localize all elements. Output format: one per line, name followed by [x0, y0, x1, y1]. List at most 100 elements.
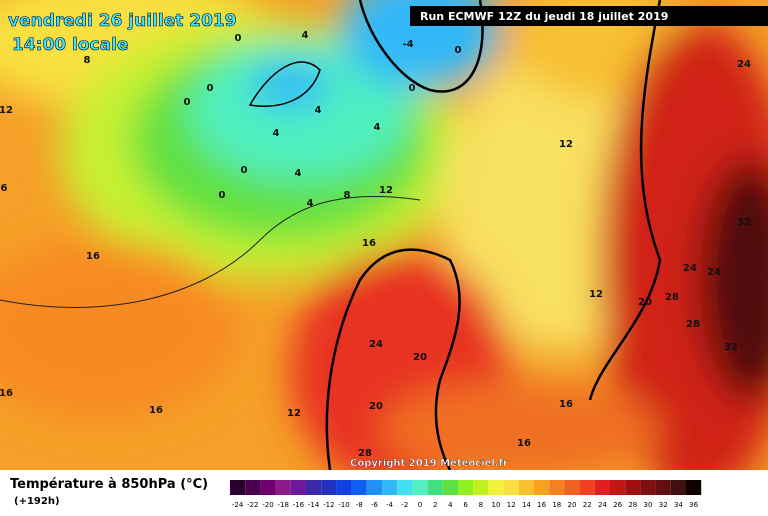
- contour-label: 24: [369, 339, 383, 350]
- colorbar-label: -24: [232, 501, 244, 509]
- colorbar-label: -20: [262, 501, 273, 509]
- contour-label: 0: [235, 33, 242, 44]
- map-time: 14:00 locale: [12, 35, 128, 55]
- colorbar-label: 4: [448, 501, 453, 509]
- legend-title: Température à 850hPa (°C): [10, 477, 208, 492]
- contour-label: 32: [724, 342, 738, 353]
- colorbar-swatch: [594, 480, 610, 495]
- contour-label: 4: [307, 198, 314, 209]
- colorbar-label: 22: [583, 501, 592, 509]
- colorbar-swatch: [397, 480, 413, 495]
- contour-label: 0: [241, 165, 248, 176]
- colorbar-swatch: [610, 480, 626, 495]
- contour-label: 4: [295, 168, 302, 179]
- colorbar-label: -16: [293, 501, 305, 509]
- contour-label: 16: [0, 388, 13, 399]
- colorbar-swatch: [488, 480, 504, 495]
- colorbar-swatch: [458, 480, 474, 495]
- contour-label: 0: [219, 190, 226, 201]
- colorbar-label: -2: [401, 501, 408, 509]
- colorbar-swatch: [412, 480, 428, 495]
- colorbar-swatch: [503, 480, 519, 495]
- colorbar-swatch: [245, 480, 261, 495]
- colorbar-swatch: [306, 480, 322, 495]
- colorbar-label: 14: [522, 501, 531, 509]
- colorbar-label: 0: [418, 501, 422, 509]
- map-title: vendredi 26 juillet 2019: [8, 11, 237, 31]
- colorbar-label: 34: [674, 501, 683, 509]
- contour-label: 0: [184, 97, 191, 108]
- contour-label: 4: [315, 105, 322, 116]
- contour-label: 12: [589, 289, 603, 300]
- colorbar-swatch: [564, 480, 580, 495]
- contour-label: 28: [686, 319, 700, 330]
- contour-label: 12: [287, 408, 301, 419]
- colorbar-swatch: [640, 480, 656, 495]
- colorbar-swatch: [321, 480, 337, 495]
- colorbar-label: -8: [356, 501, 363, 509]
- colorbar-label: 16: [537, 501, 546, 509]
- colorbar-label: 8: [479, 501, 483, 509]
- colorbar-swatch: [549, 480, 565, 495]
- copyright: Copyright 2019 Meteociel.fr: [350, 458, 508, 469]
- colorbar-swatch: [336, 480, 352, 495]
- contour-label: 32: [737, 217, 751, 228]
- colorbar-label: 26: [613, 501, 622, 509]
- contour-label: 4: [273, 128, 280, 139]
- colorbar-label: -4: [386, 501, 394, 509]
- contour-label: 24: [683, 263, 697, 274]
- colorbar-swatch: [655, 480, 671, 495]
- contour-label: 28: [665, 292, 679, 303]
- colorbar-label: 20: [568, 501, 577, 509]
- colorbar-swatch: [473, 480, 489, 495]
- contour-label: 28: [358, 448, 372, 459]
- colorbar-label: 28: [628, 501, 637, 509]
- contour-label: 12: [379, 185, 393, 196]
- contour-label: 16: [362, 238, 376, 249]
- contour-label: 0: [409, 83, 416, 94]
- run-info: Run ECMWF 12Z du jeudi 18 juillet 2019: [420, 10, 668, 23]
- contour-label: 4: [302, 30, 309, 41]
- colorbar-label: 10: [492, 501, 501, 509]
- colorbar-label: 6: [463, 501, 468, 509]
- contour-label: 0: [207, 83, 214, 94]
- legend-lead: (+192h): [14, 496, 60, 507]
- contour-label: 16: [86, 251, 100, 262]
- contour-label: 16: [559, 399, 573, 410]
- colorbar: -24 -22 -20 -18 -16 -14 -12 -10 -8 -6 -4 -2 0 2 4 6 8 10 1…: [230, 480, 702, 509]
- colorbar-label: -22: [247, 501, 258, 509]
- colorbar-label: 36: [689, 501, 698, 509]
- colorbar-label: -12: [323, 501, 334, 509]
- contour-label: 20: [413, 352, 427, 363]
- contour-label: 0: [455, 45, 462, 56]
- contour-label: 24: [737, 59, 751, 70]
- contour-label: -4: [402, 39, 413, 50]
- contour-label: 20: [638, 297, 652, 308]
- colorbar-swatch: [290, 480, 306, 495]
- map: [0, 0, 768, 470]
- colorbar-swatch: [260, 480, 276, 495]
- contour-label: 20: [369, 401, 383, 412]
- contour-label: 8: [344, 190, 351, 201]
- colorbar-swatch: [382, 480, 398, 495]
- colorbar-swatch: [670, 480, 686, 495]
- colorbar-label: 24: [598, 501, 607, 509]
- colorbar-label: -6: [371, 501, 379, 509]
- contour-label: 24: [707, 267, 721, 278]
- colorbar-swatch: [579, 480, 595, 495]
- colorbar-label: -10: [338, 501, 349, 509]
- colorbar-label: -14: [308, 501, 320, 509]
- contour-label: 12: [559, 139, 573, 150]
- colorbar-swatch: [427, 480, 443, 495]
- colorbar-swatch: [518, 480, 534, 495]
- contour-label: 16: [517, 438, 531, 449]
- colorbar-label: 32: [659, 501, 668, 509]
- colorbar-swatch: [442, 480, 458, 495]
- colorbar-label: 30: [644, 501, 653, 509]
- contour-label: 8: [84, 55, 91, 66]
- colorbar-label: 2: [433, 501, 437, 509]
- contour-label: 6: [1, 183, 8, 194]
- contour-label: 12: [0, 105, 13, 116]
- colorbar-label: 18: [552, 501, 561, 509]
